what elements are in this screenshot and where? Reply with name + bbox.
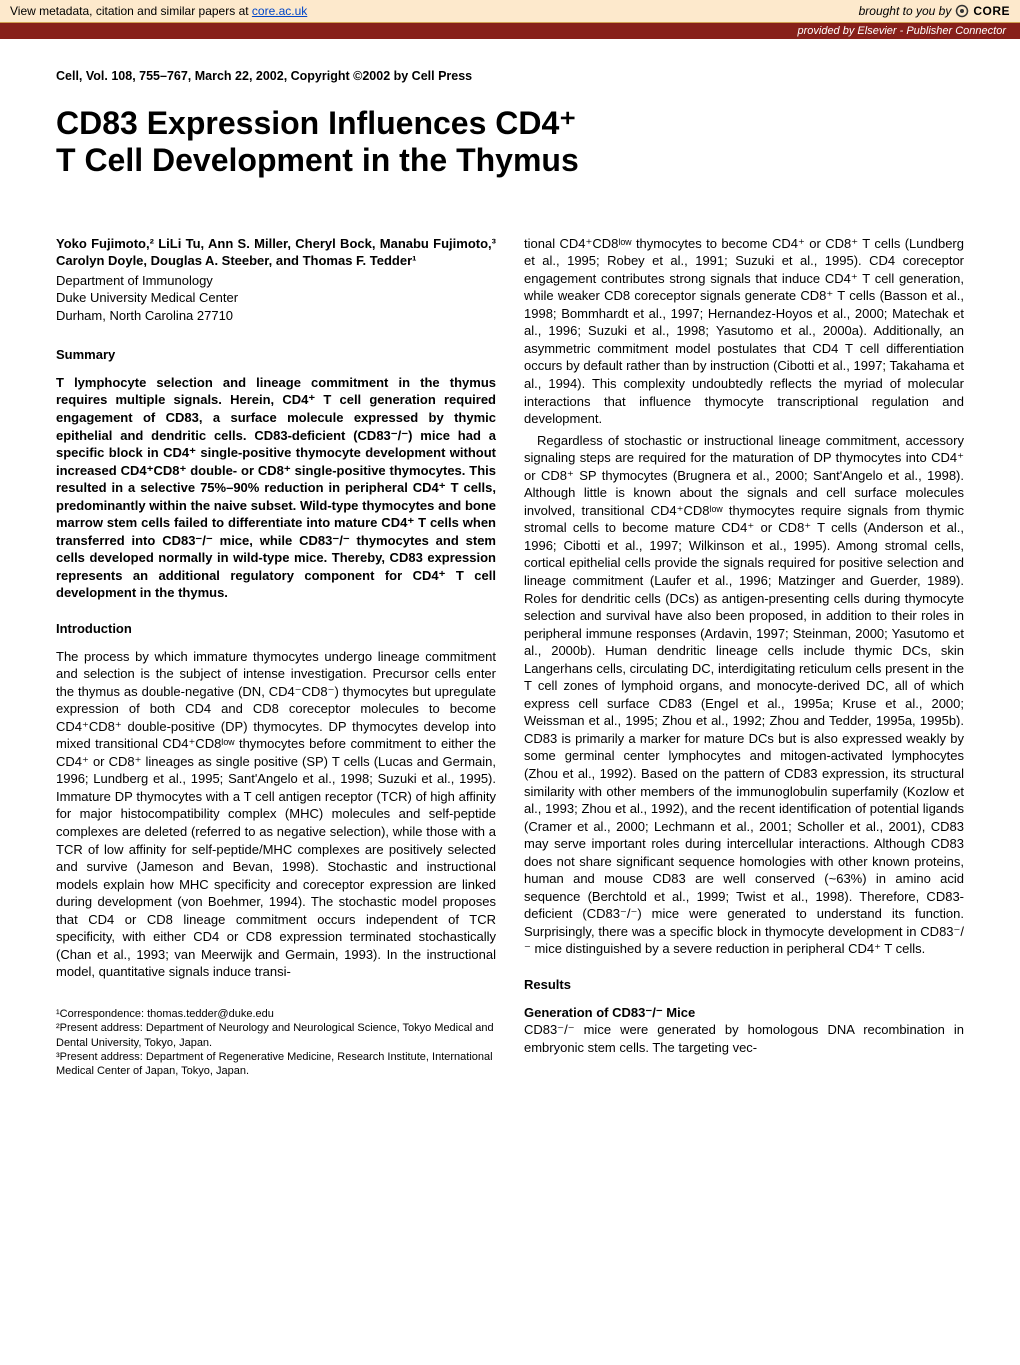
core-logo-icon <box>955 4 969 18</box>
footnotes: ¹Correspondence: thomas.tedder@duke.edu … <box>56 1007 496 1078</box>
footnote-3: ³Present address: Department of Regenera… <box>56 1050 496 1079</box>
right-paragraph-1: tional CD4⁺CD8ˡᵒʷ thymocytes to become C… <box>524 235 964 428</box>
core-brought-by: brought to you by <box>859 4 952 18</box>
affil-line-2: Duke University Medical Center <box>56 290 238 305</box>
core-banner-right: brought to you by CORE <box>859 4 1010 18</box>
core-banner-left: View metadata, citation and similar pape… <box>10 4 307 18</box>
core-logo-text: CORE <box>973 4 1010 18</box>
core-link[interactable]: core.ac.uk <box>252 4 307 18</box>
summary-text: T lymphocyte selection and lineage commi… <box>56 374 496 602</box>
title-line-1: CD83 Expression Influences CD4⁺ <box>56 105 576 141</box>
provided-by-bar: provided by Elsevier - Publisher Connect… <box>0 23 1020 39</box>
generation-text: CD83⁻/⁻ mice were generated by homologou… <box>524 1021 964 1056</box>
affil-line-1: Department of Immunology <box>56 273 213 288</box>
page-content: Cell, Vol. 108, 755–767, March 22, 2002,… <box>0 39 1020 1118</box>
introduction-text: The process by which immature thymocytes… <box>56 648 496 981</box>
summary-heading: Summary <box>56 346 496 364</box>
title-line-2: T Cell Development in the Thymus <box>56 142 579 178</box>
results-heading: Results <box>524 976 964 994</box>
provided-by-prefix: provided by <box>797 25 857 37</box>
affiliation: Department of Immunology Duke University… <box>56 272 496 325</box>
core-banner-prefix: View metadata, citation and similar pape… <box>10 4 252 18</box>
footnote-1: ¹Correspondence: thomas.tedder@duke.edu <box>56 1007 496 1021</box>
author-list: Yoko Fujimoto,² LiLi Tu, Ann S. Miller, … <box>56 235 496 270</box>
right-paragraph-2: Regardless of stochastic or instructiona… <box>524 432 964 958</box>
left-column: Yoko Fujimoto,² LiLi Tu, Ann S. Miller, … <box>56 235 496 1079</box>
journal-citation: Cell, Vol. 108, 755–767, March 22, 2002,… <box>56 69 964 83</box>
affil-line-3: Durham, North Carolina 27710 <box>56 308 233 323</box>
article-title: CD83 Expression Influences CD4⁺ T Cell D… <box>56 105 964 179</box>
core-banner: View metadata, citation and similar pape… <box>0 0 1020 23</box>
provided-by-text: Elsevier - Publisher Connector <box>857 25 1006 37</box>
right-column: tional CD4⁺CD8ˡᵒʷ thymocytes to become C… <box>524 235 964 1079</box>
introduction-heading: Introduction <box>56 620 496 638</box>
footnote-2: ²Present address: Department of Neurolog… <box>56 1021 496 1050</box>
generation-heading: Generation of CD83⁻/⁻ Mice <box>524 1004 964 1022</box>
two-column-layout: Yoko Fujimoto,² LiLi Tu, Ann S. Miller, … <box>56 235 964 1079</box>
